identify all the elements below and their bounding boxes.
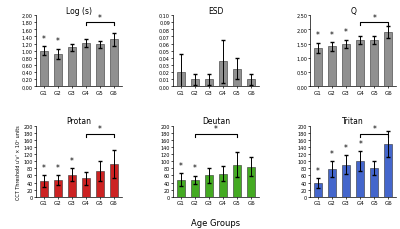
Bar: [40, 52, 48, 87]
Text: *: *: [42, 163, 46, 172]
Bar: [68, 175, 76, 197]
Bar: [370, 169, 378, 197]
Bar: [219, 62, 227, 87]
Title: Q: Q: [350, 7, 356, 16]
Bar: [54, 54, 62, 87]
Bar: [82, 178, 90, 197]
Bar: [342, 44, 350, 87]
Bar: [54, 181, 62, 197]
Bar: [191, 80, 199, 87]
Bar: [342, 165, 350, 197]
Text: *: *: [330, 149, 334, 158]
Title: Protan: Protan: [66, 117, 91, 126]
Bar: [328, 169, 336, 197]
Text: *: *: [358, 139, 362, 148]
Title: Tritan: Tritan: [342, 117, 364, 126]
Bar: [205, 80, 213, 87]
Text: *: *: [193, 164, 197, 172]
Text: *: *: [98, 14, 102, 22]
Bar: [191, 180, 199, 197]
Title: ESD: ESD: [208, 7, 224, 16]
Text: *: *: [56, 163, 60, 172]
Bar: [384, 144, 392, 197]
Text: *: *: [214, 125, 218, 134]
Text: *: *: [344, 143, 348, 152]
Text: Age Groups: Age Groups: [192, 218, 240, 227]
Bar: [314, 49, 322, 87]
Bar: [384, 33, 392, 87]
Text: *: *: [42, 35, 46, 44]
Text: *: *: [316, 31, 320, 40]
Bar: [96, 45, 104, 87]
Bar: [110, 164, 118, 197]
Bar: [177, 73, 185, 87]
Bar: [96, 171, 104, 197]
Bar: [219, 174, 227, 197]
Text: *: *: [56, 37, 60, 46]
Text: *: *: [98, 125, 102, 134]
Bar: [370, 41, 378, 87]
Text: *: *: [179, 161, 183, 170]
Title: Log (s): Log (s): [66, 7, 92, 16]
Bar: [356, 41, 364, 87]
Bar: [177, 180, 185, 197]
Bar: [82, 44, 90, 87]
Bar: [233, 165, 241, 197]
Text: *: *: [70, 156, 74, 165]
Bar: [40, 181, 48, 197]
Text: *: *: [372, 14, 376, 22]
Bar: [314, 183, 322, 197]
Bar: [328, 47, 336, 87]
Bar: [205, 176, 213, 197]
Bar: [233, 69, 241, 87]
Bar: [247, 167, 255, 197]
Y-axis label: CCT Threshold u'v' × 10³ units: CCT Threshold u'v' × 10³ units: [16, 124, 21, 199]
Bar: [356, 161, 364, 197]
Text: *: *: [344, 28, 348, 37]
Text: *: *: [372, 125, 376, 134]
Title: Deutan: Deutan: [202, 117, 230, 126]
Bar: [68, 48, 76, 87]
Text: *: *: [330, 30, 334, 39]
Bar: [110, 40, 118, 87]
Text: *: *: [316, 166, 320, 175]
Bar: [247, 80, 255, 87]
